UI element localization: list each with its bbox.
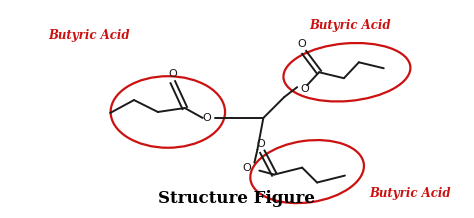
Text: O: O <box>256 139 265 149</box>
Text: O: O <box>168 69 177 79</box>
Text: Structure Figure: Structure Figure <box>158 190 315 207</box>
Text: Butyric Acid: Butyric Acid <box>48 29 130 41</box>
Text: O: O <box>298 39 307 49</box>
Text: O: O <box>242 163 251 173</box>
Text: Butyric Acid: Butyric Acid <box>309 19 391 32</box>
Text: Butyric Acid: Butyric Acid <box>369 187 450 201</box>
Text: O: O <box>301 84 310 94</box>
Text: O: O <box>202 113 211 123</box>
